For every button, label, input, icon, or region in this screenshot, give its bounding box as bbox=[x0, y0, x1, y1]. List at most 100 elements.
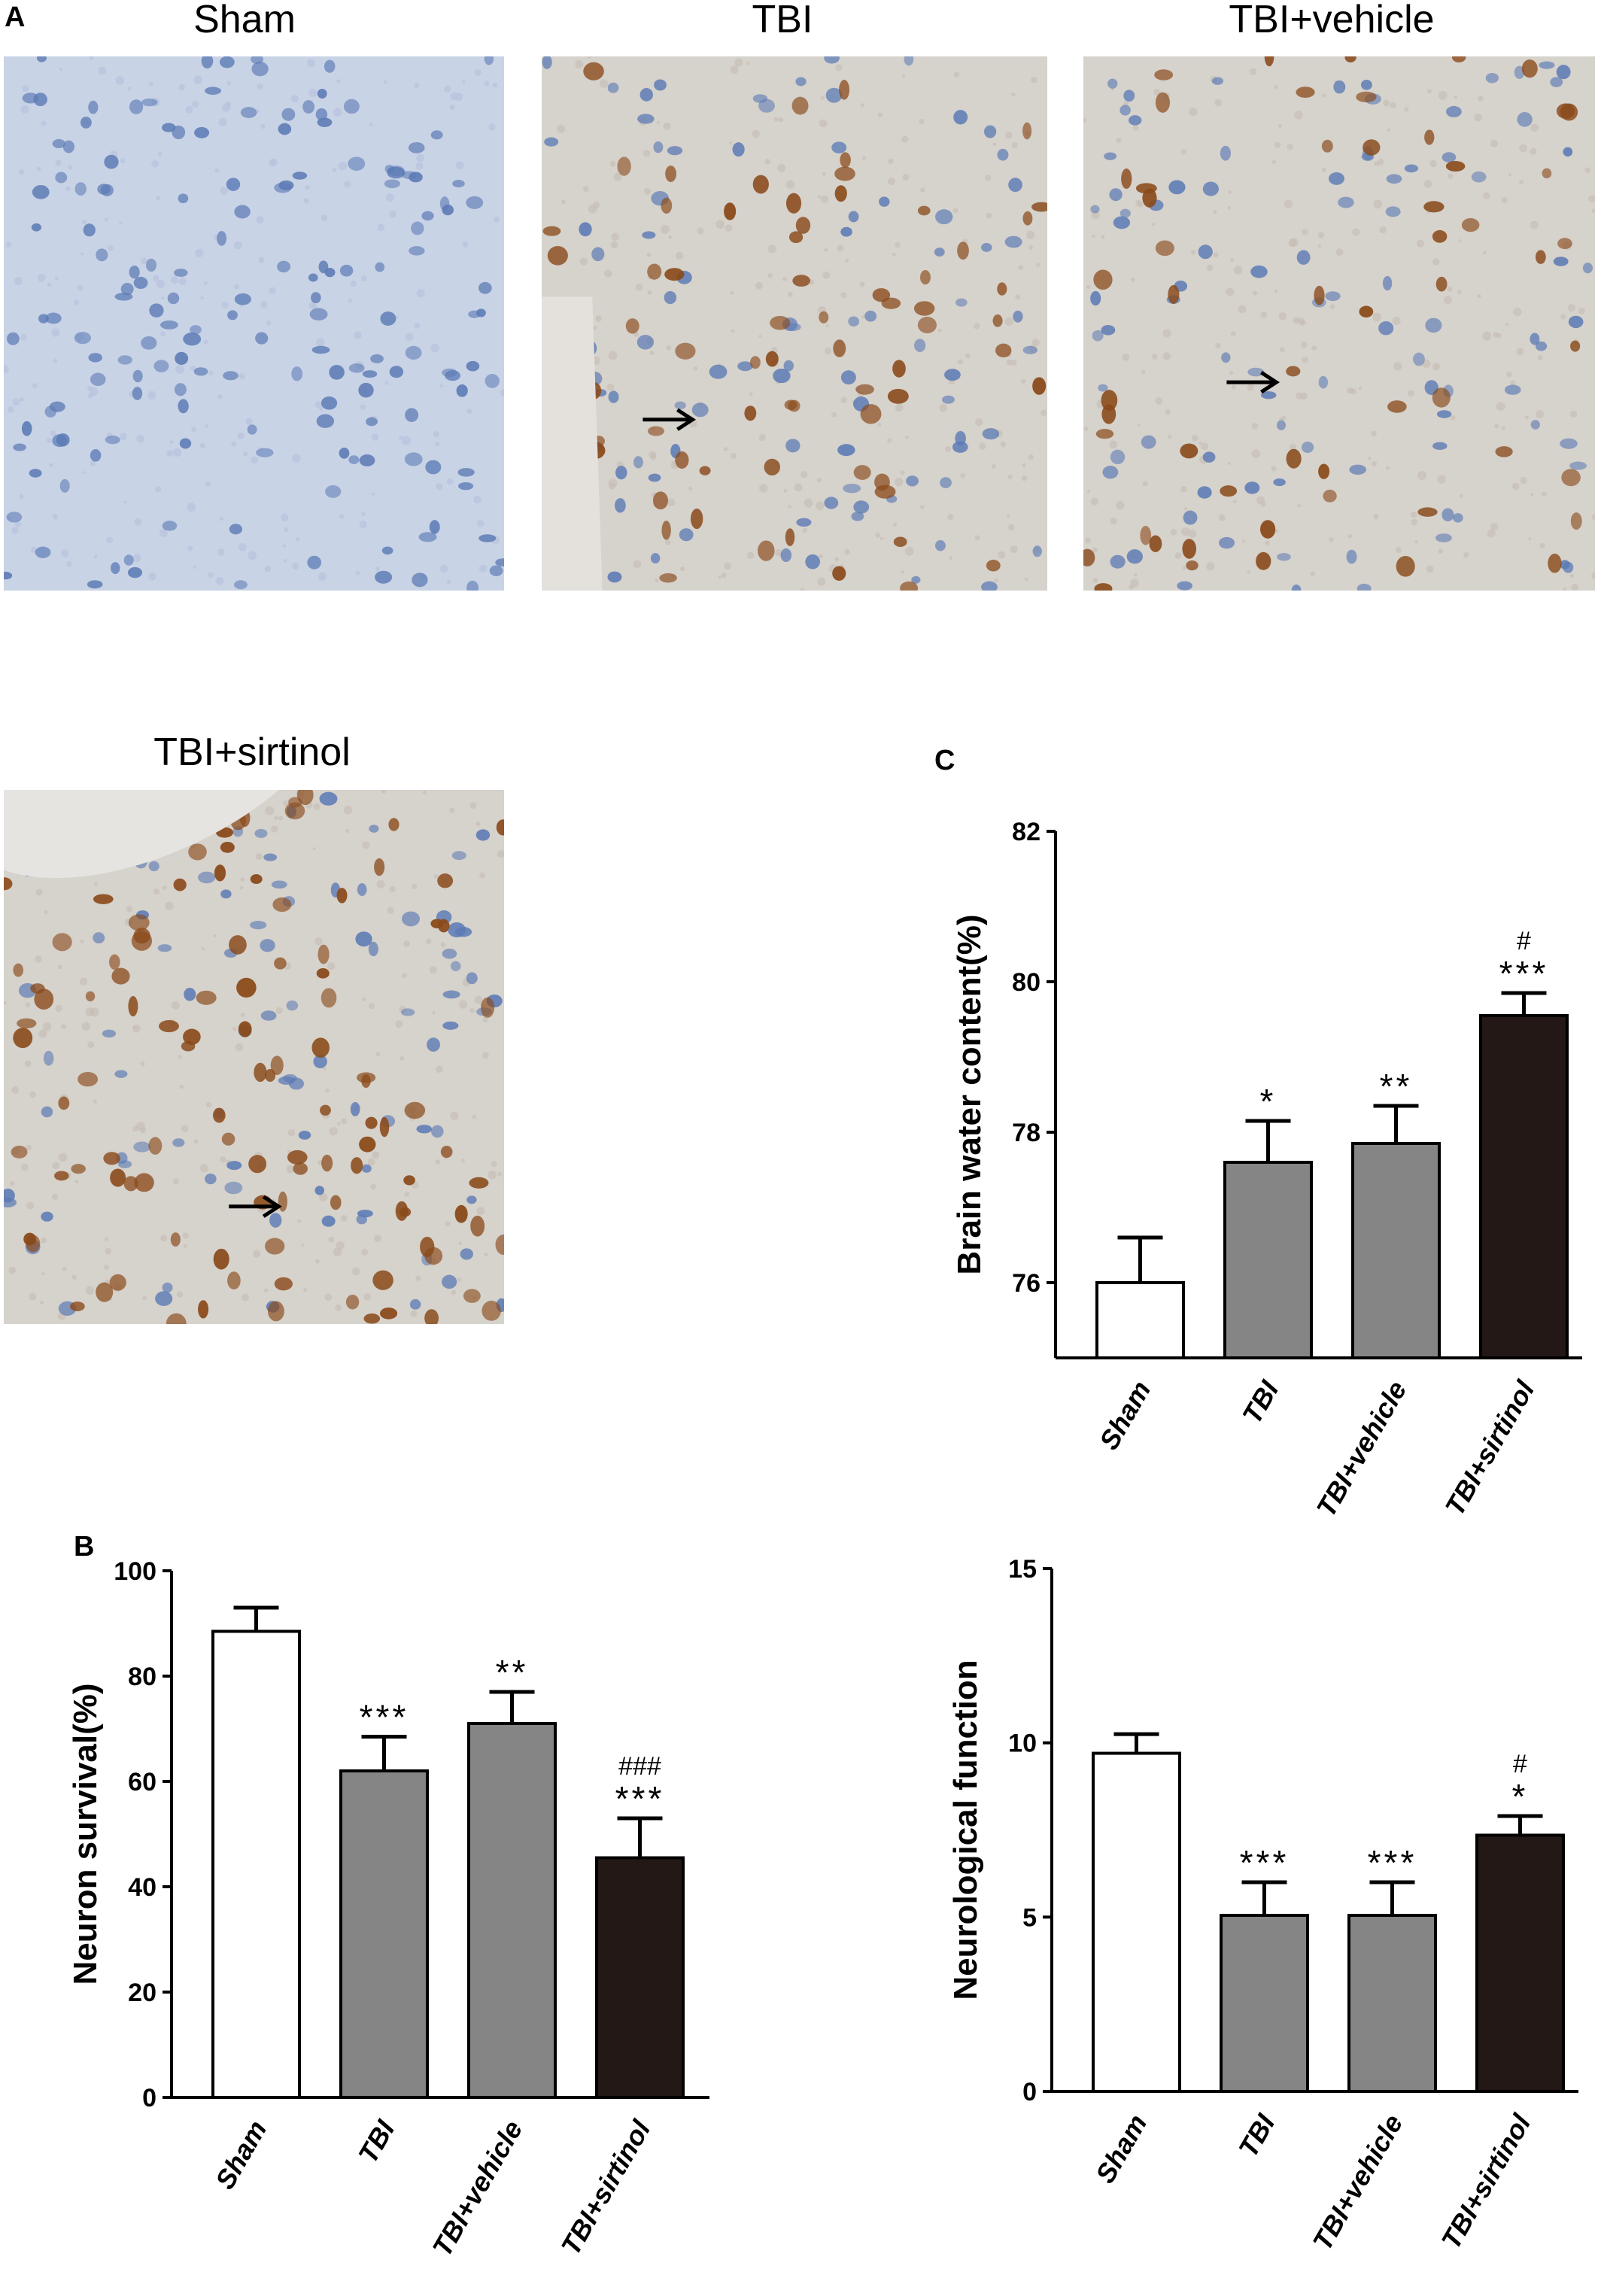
brown-stained-cell bbox=[170, 1232, 181, 1247]
tissue-speckle bbox=[20, 105, 29, 114]
tissue-speckle bbox=[1454, 96, 1457, 99]
tissue-speckle bbox=[53, 358, 58, 363]
tissue-speckle bbox=[337, 1122, 341, 1125]
brown-stained-cell bbox=[321, 1154, 333, 1172]
tissue-speckle bbox=[1429, 159, 1437, 168]
blue-nucleus bbox=[1202, 451, 1216, 463]
brown-stained-cell bbox=[1535, 250, 1546, 264]
brown-stained-cell bbox=[1155, 240, 1174, 257]
tissue-speckle bbox=[484, 1252, 488, 1257]
blue-nucleus bbox=[1517, 111, 1533, 127]
tissue-speckle bbox=[308, 88, 317, 98]
tissue-speckle bbox=[328, 1236, 335, 1243]
brown-stained-cell bbox=[1168, 284, 1180, 304]
tissue-speckle bbox=[1329, 537, 1334, 542]
brown-stained-cell bbox=[388, 818, 399, 831]
tissue-speckle bbox=[895, 403, 904, 412]
tissue-speckle bbox=[425, 938, 432, 944]
tissue-speckle bbox=[182, 1232, 189, 1239]
blue-nucleus bbox=[311, 292, 321, 304]
tissue-speckle bbox=[21, 1163, 29, 1171]
blue-nucleus bbox=[935, 209, 953, 225]
tissue-speckle bbox=[187, 545, 193, 551]
blue-nucleus bbox=[1432, 442, 1448, 450]
brown-stained-cell bbox=[833, 339, 846, 357]
tissue-speckle bbox=[153, 275, 159, 282]
tissue-speckle bbox=[208, 572, 214, 578]
significance-label: *** bbox=[1499, 954, 1549, 993]
brown-stained-cell bbox=[123, 1176, 138, 1192]
brown-stained-cell bbox=[893, 536, 907, 548]
tissue-speckle bbox=[749, 392, 753, 396]
tissue-speckle bbox=[861, 315, 865, 319]
tissue-speckle bbox=[1086, 284, 1091, 290]
tissue-speckle bbox=[1297, 504, 1301, 508]
tissue-speckle bbox=[284, 527, 289, 532]
tissue-speckle bbox=[275, 1007, 283, 1014]
tissue-speckle bbox=[199, 442, 205, 449]
tissue-speckle bbox=[1501, 426, 1505, 430]
tissue-speckle bbox=[52, 1162, 60, 1170]
blue-nucleus bbox=[148, 861, 159, 872]
blue-nucleus bbox=[6, 512, 23, 523]
significance-label: *** bbox=[1368, 1843, 1417, 1882]
tissue-speckle bbox=[1392, 316, 1401, 326]
tissue-speckle bbox=[1251, 423, 1259, 430]
brown-stained-cell bbox=[227, 1271, 241, 1290]
tissue-speckle bbox=[178, 84, 185, 91]
tissue-speckle bbox=[1116, 138, 1122, 144]
brown-stained-cell bbox=[1321, 139, 1333, 153]
tissue-speckle bbox=[93, 882, 98, 886]
blue-nucleus bbox=[269, 1213, 282, 1228]
brown-stained-cell bbox=[1570, 512, 1582, 530]
brown-stained-cell bbox=[148, 1137, 163, 1155]
tissue-speckle bbox=[1130, 278, 1135, 282]
tissue-speckle bbox=[136, 434, 145, 443]
x-tick-label: TBI+sirtinol bbox=[554, 2115, 657, 2261]
blue-nucleus bbox=[233, 580, 248, 590]
tissue-speckle bbox=[280, 513, 289, 522]
tissue-speckle bbox=[20, 334, 27, 341]
tissue-speckle bbox=[1447, 286, 1453, 292]
blue-nucleus bbox=[357, 882, 367, 897]
blue-nucleus bbox=[1261, 391, 1277, 399]
blue-nucleus bbox=[460, 1248, 473, 1260]
brown-stained-cell bbox=[744, 405, 757, 421]
micrograph-texture bbox=[1083, 56, 1595, 591]
tissue-speckle bbox=[1142, 481, 1148, 487]
blue-nucleus bbox=[96, 248, 108, 262]
tissue-speckle bbox=[697, 227, 704, 235]
tissue-speckle bbox=[610, 241, 618, 249]
brown-stained-cell bbox=[1083, 548, 1095, 566]
tissue-speckle bbox=[161, 296, 165, 300]
blue-nucleus bbox=[255, 448, 274, 457]
tissue-speckle bbox=[422, 790, 427, 794]
bar bbox=[1095, 1281, 1185, 1359]
brown-stained-cell bbox=[270, 1055, 284, 1075]
significance-label: * bbox=[1260, 1082, 1277, 1121]
tissue-speckle bbox=[237, 432, 245, 439]
tissue-speckle bbox=[479, 872, 486, 879]
tissue-speckle bbox=[61, 1024, 66, 1030]
tissue-speckle bbox=[1007, 474, 1013, 479]
blue-nucleus bbox=[375, 570, 393, 584]
brown-stained-cell bbox=[4, 877, 13, 891]
brown-stained-cell bbox=[404, 1101, 426, 1119]
tissue-speckle bbox=[1191, 434, 1198, 442]
tissue-speckle bbox=[1591, 208, 1595, 213]
tissue-speckle bbox=[693, 366, 698, 371]
blue-nucleus bbox=[178, 193, 189, 204]
tissue-speckle bbox=[1007, 524, 1015, 531]
y-tick-label: 80 bbox=[128, 1663, 156, 1691]
tissue-speckle bbox=[1279, 347, 1285, 353]
blue-nucleus bbox=[62, 140, 74, 153]
blue-nucleus bbox=[942, 395, 955, 404]
tissue-speckle bbox=[635, 284, 643, 291]
blue-nucleus bbox=[325, 485, 342, 498]
tissue-speckle bbox=[8, 1266, 17, 1274]
brown-stained-cell bbox=[887, 388, 909, 404]
blue-nucleus bbox=[442, 1274, 457, 1289]
blue-nucleus bbox=[254, 828, 268, 838]
blue-nucleus bbox=[1560, 438, 1578, 449]
